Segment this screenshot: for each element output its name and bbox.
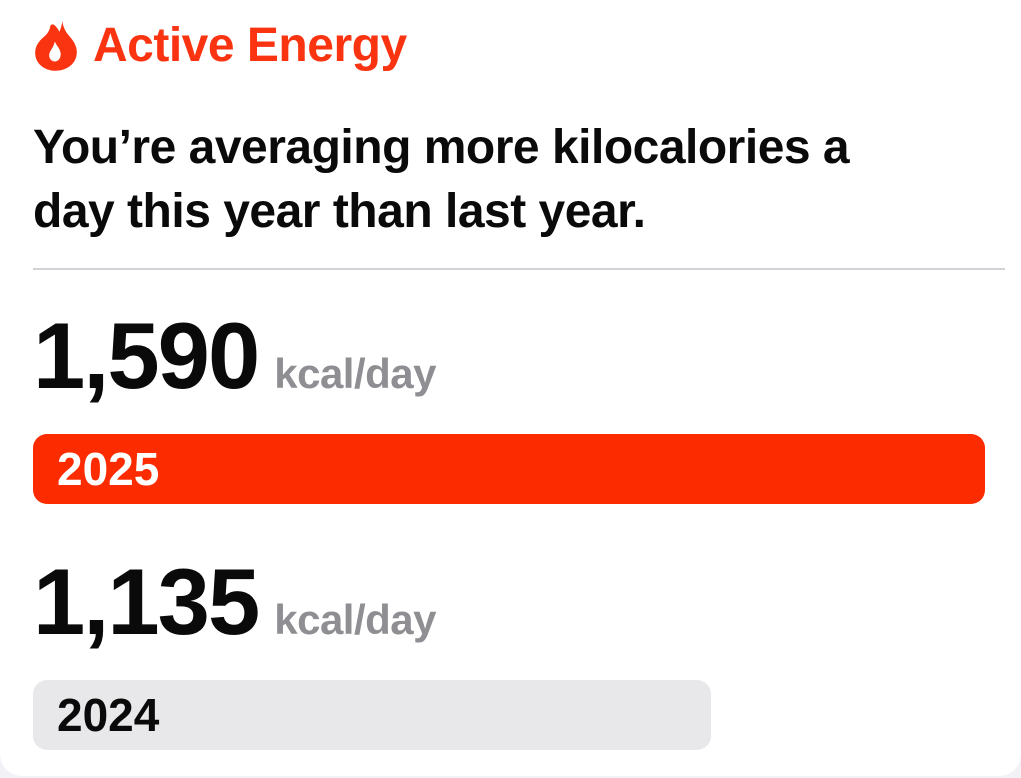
year-2025-section: 1,590 kcal/day 2025: [33, 303, 985, 504]
bar-label-2025: 2025: [57, 443, 160, 495]
unit-label-2025: kcal/day: [274, 350, 437, 397]
value-2024: 1,135: [33, 549, 260, 654]
headline-text: You’re averaging more kilocalories a day…: [33, 121, 850, 238]
bar-2024: 2024: [33, 680, 711, 750]
value-line-2024: 1,135 kcal/day: [33, 549, 985, 660]
bar-2025: 2025: [33, 434, 985, 504]
year-2024-section: 1,135 kcal/day 2024: [33, 549, 985, 750]
bar-label-2024: 2024: [57, 689, 160, 741]
divider: [33, 268, 1005, 270]
unit-label-2024: kcal/day: [274, 596, 437, 643]
card-header: Active Energy: [33, 20, 985, 72]
flame-icon: [35, 20, 77, 71]
value-line-2025: 1,590 kcal/day: [33, 303, 985, 414]
value-2025: 1,590: [33, 303, 260, 408]
page-title: Active Energy: [93, 19, 407, 72]
